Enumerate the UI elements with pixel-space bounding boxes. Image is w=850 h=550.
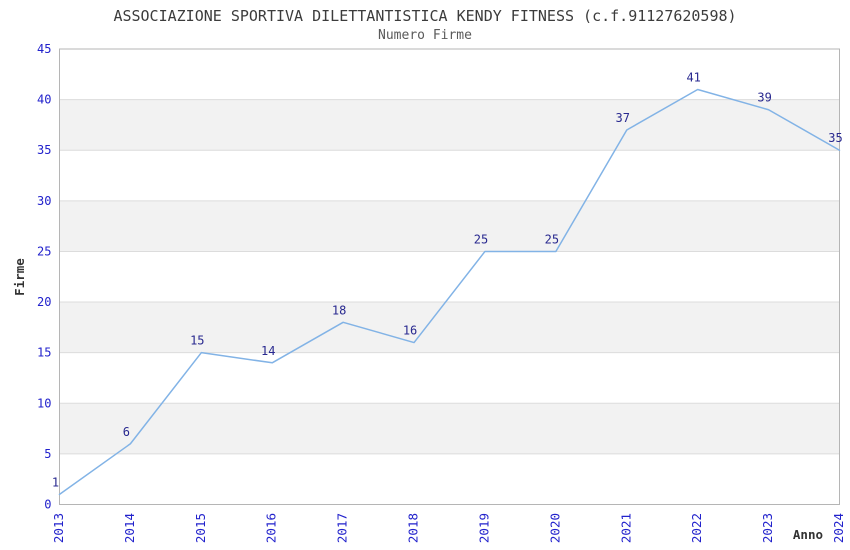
x-tick-label: 2023 — [760, 513, 775, 543]
series-line-group — [58, 88, 841, 496]
data-point-label: 25 — [545, 232, 559, 246]
x-tick-label: 2024 — [831, 513, 846, 543]
band — [59, 200, 840, 252]
y-tick-label: 0 — [44, 498, 51, 512]
plot-border — [59, 48, 840, 505]
y-tick-label: 40 — [37, 93, 51, 107]
y-axis-tick-labels: 0 5 10 15 20 25 30 35 40 45 — [37, 42, 51, 512]
y-tick-label: 10 — [37, 396, 51, 410]
data-point-label: 37 — [616, 111, 630, 125]
data-point-label: 18 — [332, 303, 346, 317]
background-bands — [59, 99, 840, 454]
band — [59, 403, 840, 454]
y-axis-label: Firme — [12, 258, 27, 296]
data-point-label: 25 — [474, 232, 488, 246]
plot-border-rect — [59, 48, 840, 505]
x-axis-label: Anno — [793, 527, 823, 542]
band — [59, 302, 840, 353]
data-point-label: 39 — [757, 91, 771, 105]
x-tick-label: 2022 — [689, 513, 704, 543]
x-tick-label: 2017 — [335, 513, 350, 543]
x-tick-label: 2019 — [476, 513, 491, 543]
data-point-label: 6 — [123, 425, 130, 439]
chart-subtitle: Numero Firme — [378, 28, 472, 43]
data-point-label: 35 — [828, 131, 842, 145]
chart-title: ASSOCIAZIONE SPORTIVA DILETTANTISTICA KE… — [113, 7, 737, 25]
x-tick-label: 2013 — [51, 513, 66, 543]
band — [59, 99, 840, 151]
data-point-label: 41 — [686, 70, 700, 84]
y-tick-label: 30 — [37, 194, 51, 208]
x-tick-label: 2015 — [193, 513, 208, 543]
x-tick-label: 2021 — [618, 513, 633, 543]
y-tick-label: 20 — [37, 295, 51, 309]
x-tick-label: 2020 — [547, 513, 562, 543]
x-tick-label: 2016 — [264, 513, 279, 543]
x-axis-tick-labels: 2013 2014 2015 2016 2017 2018 2019 2020 2021 2022… — [51, 513, 846, 543]
data-point-label: 16 — [403, 324, 417, 338]
y-tick-label: 15 — [37, 346, 51, 360]
y-tick-label: 5 — [44, 447, 51, 461]
series-line — [58, 88, 841, 496]
y-tick-label: 35 — [37, 143, 51, 157]
x-tick-label: 2018 — [406, 513, 421, 543]
data-point-label: 14 — [261, 344, 275, 358]
y-tick-label: 45 — [37, 42, 51, 56]
data-point-label: 15 — [190, 334, 204, 348]
data-point-label: 1 — [52, 475, 59, 489]
x-tick-label: 2014 — [122, 513, 137, 543]
y-tick-label: 25 — [37, 244, 51, 258]
